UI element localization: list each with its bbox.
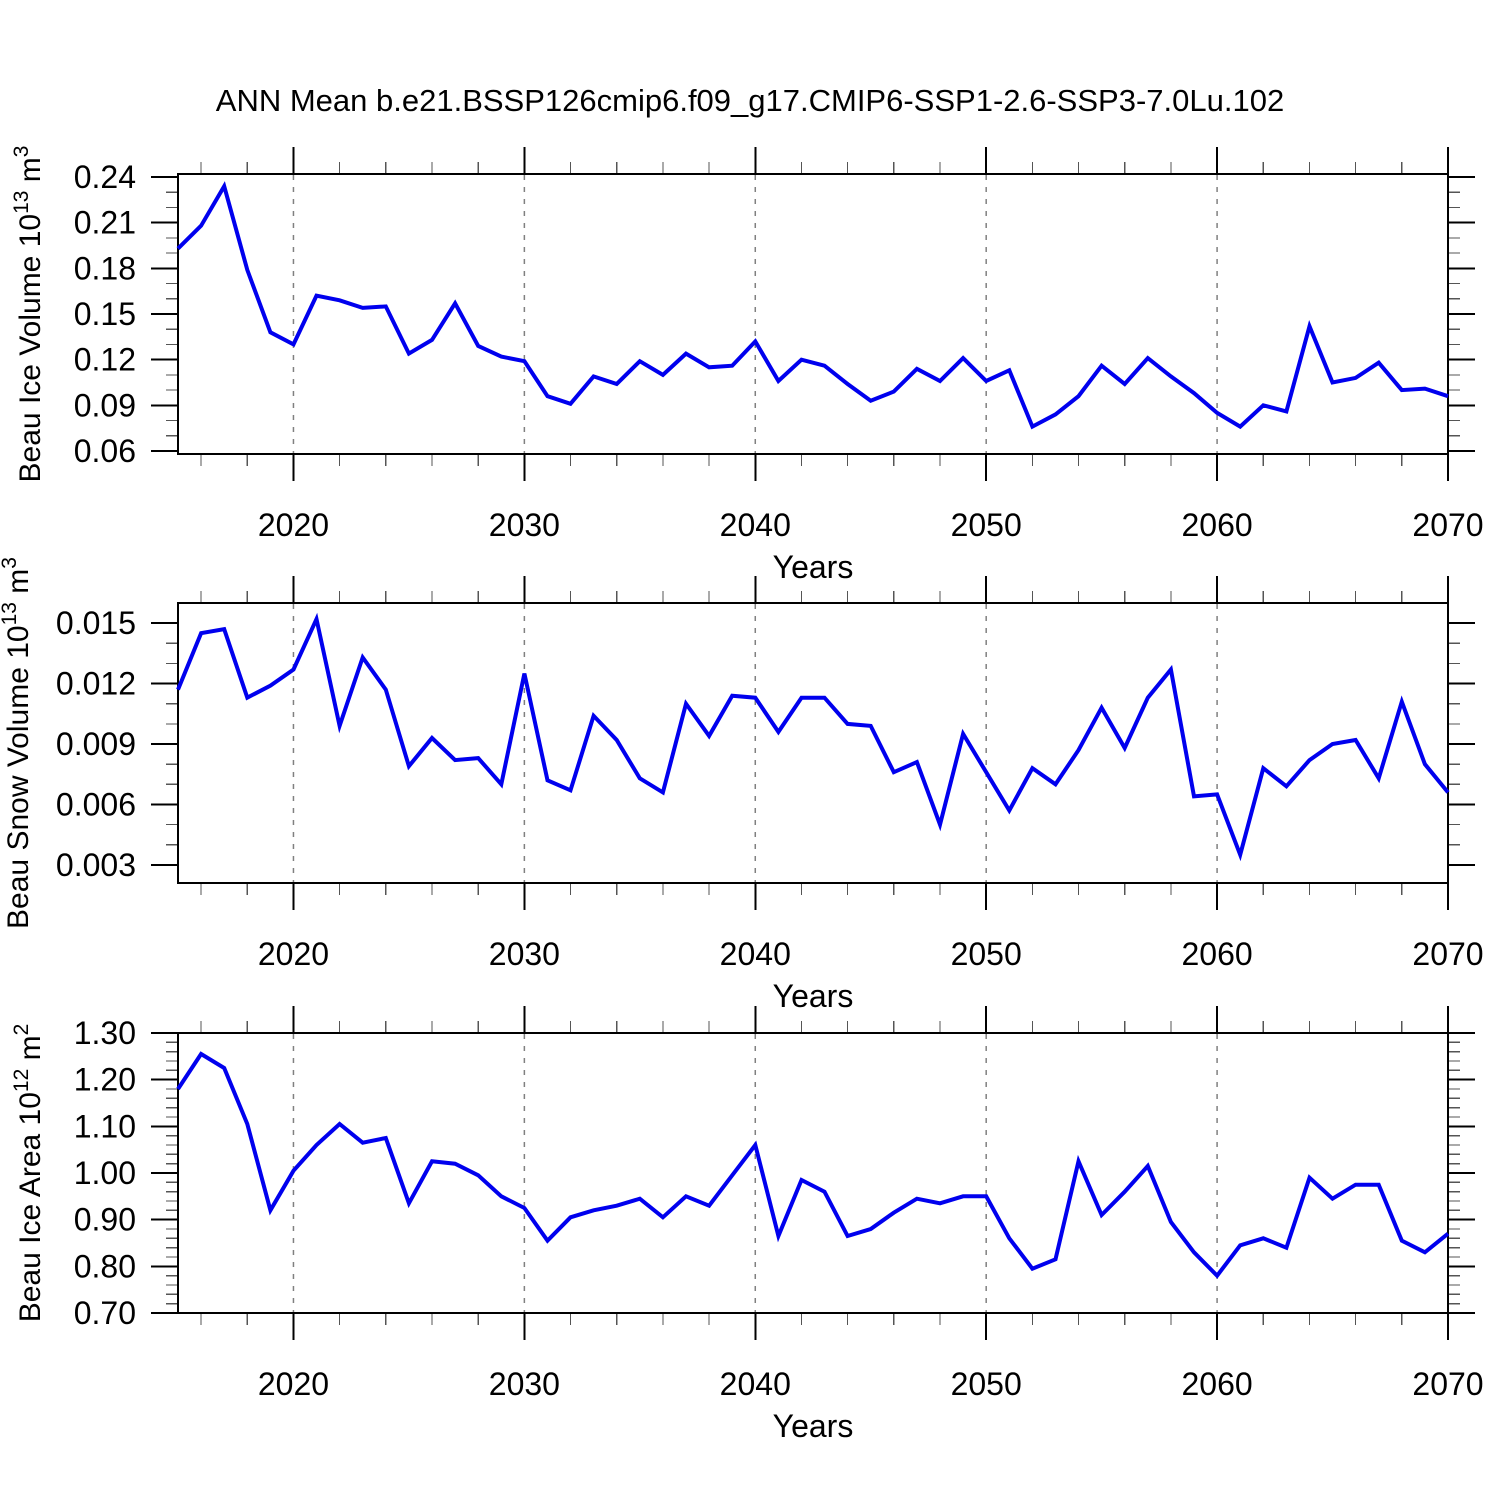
x-tick-label: 2070 [1412,1366,1483,1402]
beau-ice-volume-panel: 0.06 0.09 0.12 0.15 0.18 0.21 0.24 2020 2030 2040… [10,146,1484,585]
x-tick-label: 2050 [951,1366,1022,1402]
x-tick-label: 2030 [489,1366,560,1402]
y-tick-label: 0.15 [74,296,136,332]
y-tick-label: 0.06 [74,433,136,469]
x-tick-label: 2060 [1181,507,1252,543]
beau-snow-volume-data-line [176,612,1450,862]
y-tick-label: 0.70 [74,1295,136,1331]
x-tick-label: 2020 [258,507,329,543]
x-axis-label: Years [773,1408,854,1444]
y-tick-label: 0.80 [74,1248,136,1284]
beau-ice-area-panel: 0.70 0.80 0.90 1.00 1.10 1.20 1.30 2020 2030 2040… [10,1006,1484,1444]
y-tick-label: 0.90 [74,1202,136,1238]
plot-frame [177,602,1449,884]
plot-frame [177,1032,1449,1314]
x-axis-label: Years [773,978,854,1014]
y-tick-label: 0.006 [56,786,136,822]
y-tick-label: 0.09 [74,387,136,423]
x-tick-label: 2040 [720,1366,791,1402]
y-axis-label: Beau Snow Volume 1013 m3 [0,557,35,929]
y-tick-label: 1.00 [74,1155,136,1191]
x-tick-label: 2040 [720,507,791,543]
x-tick-label: 2050 [951,507,1022,543]
y-axis-label: Beau Ice Volume 1013 m3 [10,146,47,483]
y-tick-label: 1.20 [74,1062,136,1098]
y-tick-label: 0.18 [74,250,136,286]
x-tick-label: 2020 [258,1366,329,1402]
beau-snow-volume-panel: 0.003 0.006 0.009 0.012 0.015 2020 2030 2040 205… [0,557,1484,1014]
x-tick-label: 2050 [951,936,1022,972]
chart-title: ANN Mean b.e21.BSSP126cmip6.f09_g17.CMIP… [215,83,1285,118]
x-axis-label: Years [773,549,854,585]
x-tick-label: 2070 [1412,936,1483,972]
plot-frame [177,173,1449,455]
x-tick-label: 2060 [1181,936,1252,972]
y-tick-label: 0.21 [74,205,136,241]
x-tick-label: 2020 [258,936,329,972]
x-tick-label: 2060 [1181,1366,1252,1402]
y-tick-label: 0.003 [56,847,136,883]
y-tick-label: 0.012 [56,666,136,702]
y-tick-label: 1.30 [74,1015,136,1051]
y-tick-label: 1.10 [74,1108,136,1144]
y-tick-label: 0.24 [74,159,136,195]
x-tick-label: 2030 [489,936,560,972]
x-tick-label: 2040 [720,936,791,972]
beau-ice-area-data-line [176,1051,1450,1279]
x-tick-label: 2070 [1412,507,1483,543]
beau-ice-volume-data-line [176,181,1449,430]
y-axis-label: Beau Ice Area 1012 m2 [10,1024,47,1323]
x-tick-label: 2030 [489,507,560,543]
y-tick-label: 0.015 [56,605,136,641]
y-tick-label: 0.009 [56,726,136,762]
y-tick-label: 0.12 [74,342,136,378]
